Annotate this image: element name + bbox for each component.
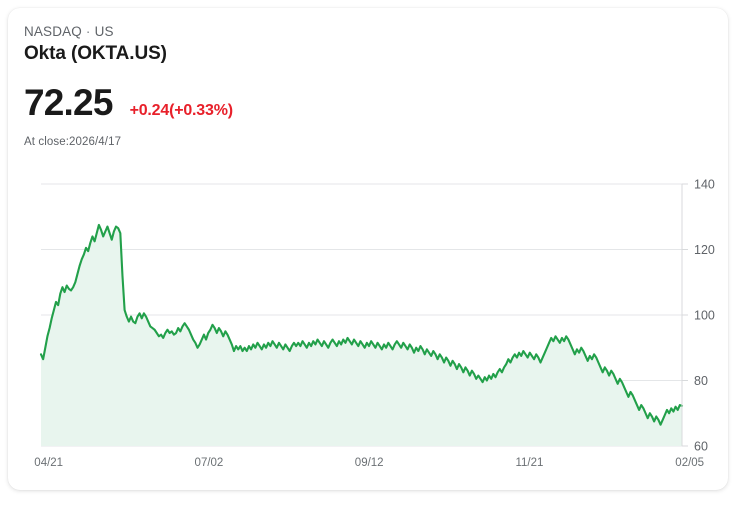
x-axis-labels: 04/21 07/02 09/12 11/21 02/05 [34,457,704,469]
y-axis-labels: 140 120 100 80 60 [682,178,715,454]
market-close-note: At close:2026/4/17 [24,136,122,148]
stock-quote-card: NASDAQ · US Okta (OKTA.US) 72.25 +0.24(+0.… [8,8,728,490]
x-axis-tick-label: 11/21 [515,457,543,469]
price-row: 72.25 +0.24(+0.33%) [24,84,233,121]
current-price: 72.25 [24,82,113,123]
y-axis-tick-label: 80 [694,374,708,388]
price-area-fill [41,224,682,446]
price-line [39,223,684,426]
price-change-badge: +0.24(+0.33%) [129,102,233,119]
y-axis-tick-label: 120 [694,243,715,257]
region-label: US [94,24,114,39]
x-axis-tick-label: 02/05 [675,457,704,469]
y-axis-tick-label: 60 [694,440,708,454]
page-title: Okta (OKTA.US) [24,43,167,64]
x-axis-tick-label: 04/21 [34,457,63,469]
price-chart-svg: 140 120 100 80 60 04/21 07/02 09/12 11/21 02/05 [34,178,715,470]
y-axis-tick-label: 140 [694,178,715,192]
exchange-region-row: NASDAQ · US [24,24,114,39]
x-axis-tick-label: 07/02 [195,457,224,469]
x-axis-tick-label: 09/12 [355,457,384,469]
exchange-label: NASDAQ [24,24,82,39]
y-axis-tick-label: 100 [694,309,715,323]
exchange-separator: · [85,24,91,39]
price-chart[interactable]: 140 120 100 80 60 04/21 07/02 09/12 11/21 02/05 [8,158,728,478]
